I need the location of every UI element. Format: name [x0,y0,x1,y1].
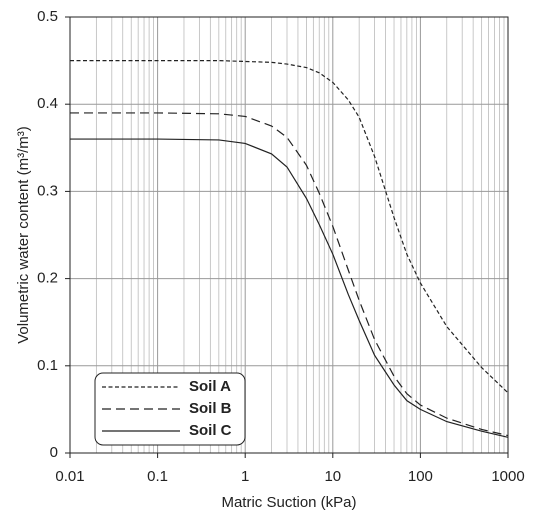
y-tick-label: 0.5 [37,8,58,25]
legend-label: Soil C [189,422,232,439]
x-tick-label: 1000 [491,468,524,485]
plot-frame [69,16,509,454]
x-tick-label: 10 [324,468,341,485]
legend-label: Soil B [189,400,232,417]
series-line [70,138,509,438]
x-tick-label: 0.1 [147,468,168,485]
legend-box [94,372,246,446]
x-tick-label: 100 [408,468,433,485]
series-line [70,112,509,437]
y-tick-label: 0 [50,444,58,461]
x-axis-label: Matric Suction (kPa) [221,494,356,511]
y-tick-label: 0.4 [37,95,58,112]
y-tick-label: 0.3 [37,182,58,199]
y-tick-label: 0.1 [37,357,58,374]
x-tick-label: 0.01 [55,468,84,485]
x-tick-label: 1 [241,468,249,485]
y-tick-label: 0.2 [37,270,58,287]
legend-label: Soil A [189,378,231,395]
y-axis-label: Volumetric water content (m³/m³) [15,126,32,344]
series-line [70,59,509,394]
